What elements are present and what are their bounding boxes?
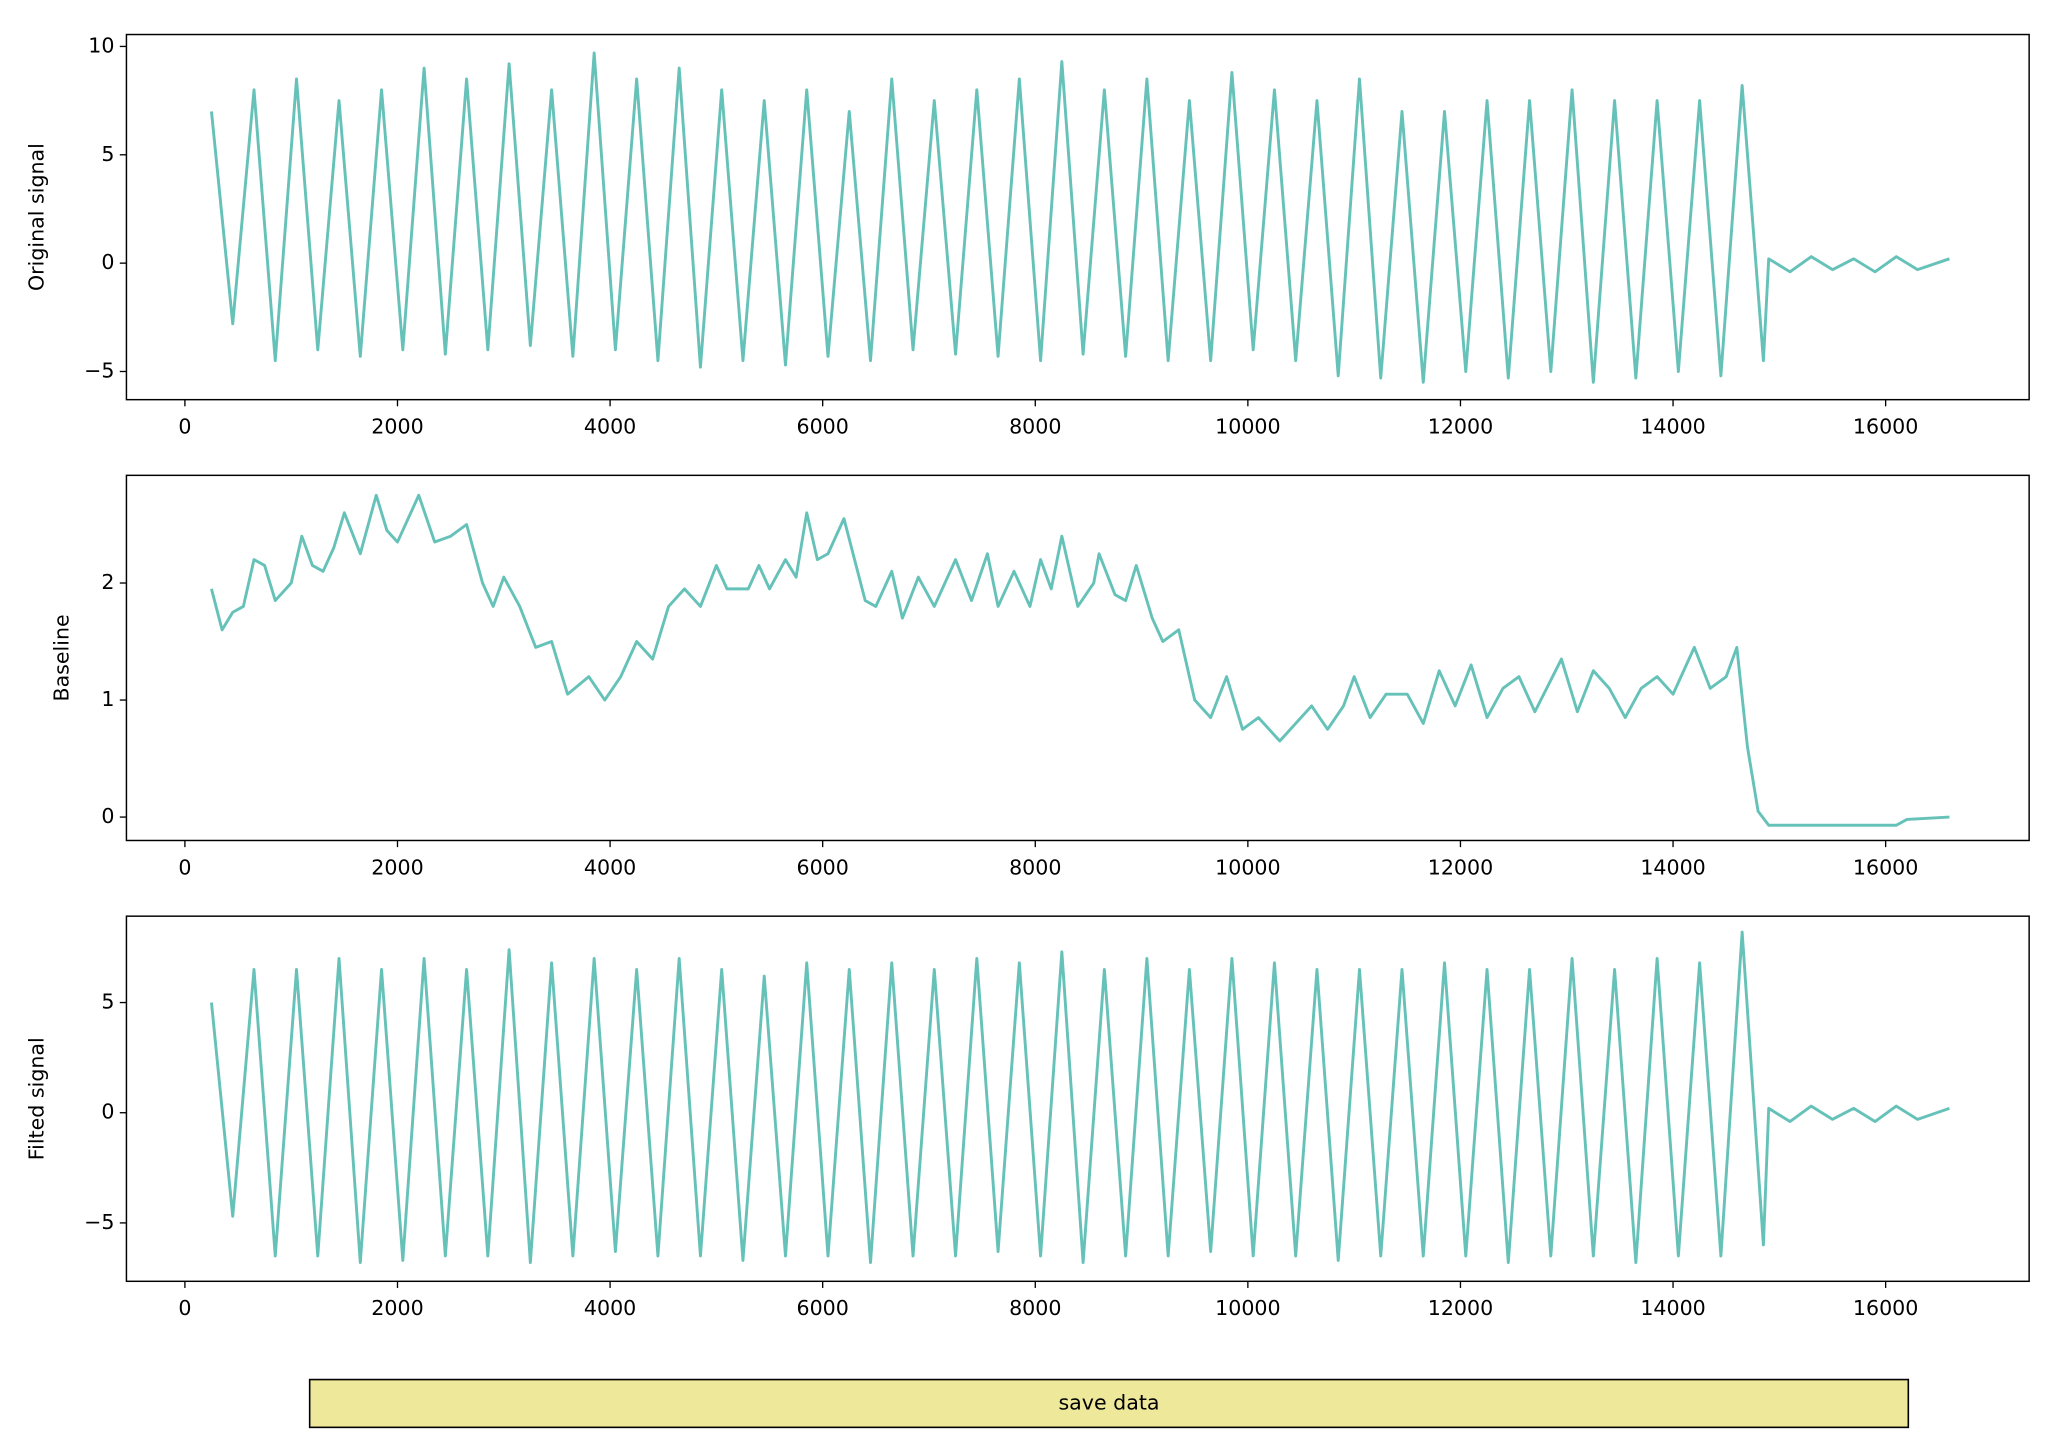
x-tick-label: 2000 <box>371 1296 423 1320</box>
x-tick-label: 16000 <box>1853 855 1918 879</box>
x-tick-label: 8000 <box>1009 855 1061 879</box>
button-label[interactable]: save data <box>1058 1390 1159 1414</box>
x-tick-label: 6000 <box>796 415 848 439</box>
x-tick-label: 12000 <box>1428 1296 1493 1320</box>
signal-line <box>210 930 1950 1265</box>
x-tick-label: 2000 <box>371 855 423 879</box>
x-tick-label: 10000 <box>1215 855 1280 879</box>
x-tick-label: 12000 <box>1428 855 1493 879</box>
x-tick-label: 0 <box>178 855 191 879</box>
x-tick-label: 6000 <box>796 855 848 879</box>
y-tick-label: −5 <box>84 358 114 382</box>
x-tick-label: 10000 <box>1215 1296 1280 1320</box>
signal-line <box>210 493 1950 827</box>
y-tick-label: −5 <box>84 1210 114 1234</box>
y-axis-label: Filted signal <box>24 1037 48 1160</box>
x-tick-label: 0 <box>178 415 191 439</box>
x-tick-label: 6000 <box>796 1296 848 1320</box>
y-tick-label: 0 <box>101 250 114 274</box>
y-tick-label: 2 <box>101 570 114 594</box>
x-tick-label: 14000 <box>1640 415 1705 439</box>
x-tick-label: 2000 <box>371 415 423 439</box>
x-tick-label: 12000 <box>1428 415 1493 439</box>
x-tick-label: 0 <box>178 1296 191 1320</box>
save-button[interactable]: save data <box>308 1378 1910 1429</box>
subplot: 0 2000 4000 6000 8000 10000 12000 14000 16000 −5 0… <box>24 33 2030 439</box>
y-tick-label: 5 <box>101 142 114 166</box>
x-tick-label: 10000 <box>1215 415 1280 439</box>
subplot: 0 2000 4000 6000 8000 10000 12000 14000 16000 0 1 2… <box>50 474 2030 879</box>
subplot: 0 2000 4000 6000 8000 10000 12000 14000 16000 −5 0… <box>24 915 2030 1320</box>
x-tick-label: 14000 <box>1640 1296 1705 1320</box>
x-tick-label: 4000 <box>584 415 636 439</box>
x-tick-label: 8000 <box>1009 1296 1061 1320</box>
y-axis-label: Original signal <box>24 143 48 291</box>
plot-area <box>210 930 1950 1265</box>
x-tick-label: 4000 <box>584 1296 636 1320</box>
axes-frame <box>125 915 2030 1283</box>
button-face[interactable] <box>308 1378 1910 1429</box>
y-axis-label: Baseline <box>50 614 74 701</box>
axes-frame <box>125 33 2030 401</box>
y-tick-label: 10 <box>88 33 114 57</box>
axes-frame <box>125 474 2030 842</box>
plot-area <box>210 51 1950 384</box>
y-tick-label: 0 <box>101 804 114 828</box>
y-tick-label: 0 <box>101 1100 114 1124</box>
x-tick-label: 4000 <box>584 855 636 879</box>
signal-line <box>210 51 1950 384</box>
x-tick-label: 16000 <box>1853 1296 1918 1320</box>
y-tick-label: 1 <box>101 687 114 711</box>
x-tick-label: 8000 <box>1009 415 1061 439</box>
y-tick-label: 5 <box>101 990 114 1014</box>
x-tick-label: 14000 <box>1640 855 1705 879</box>
plot-area <box>210 493 1950 827</box>
x-tick-label: 16000 <box>1853 415 1918 439</box>
